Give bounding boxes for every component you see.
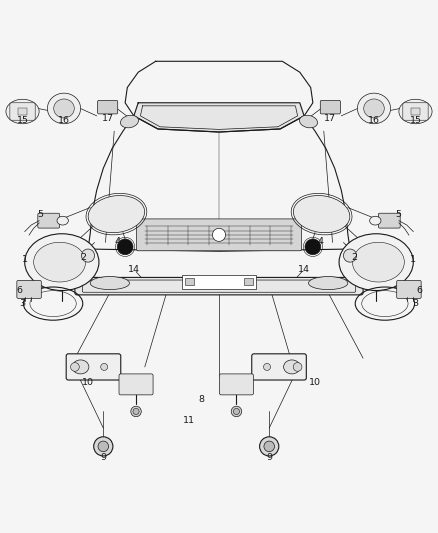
Text: 4: 4 (115, 237, 121, 246)
Circle shape (117, 239, 133, 255)
Circle shape (212, 228, 226, 241)
Circle shape (293, 362, 302, 372)
FancyBboxPatch shape (75, 277, 363, 295)
Ellipse shape (54, 99, 74, 118)
Text: 17: 17 (102, 114, 114, 123)
Ellipse shape (120, 115, 138, 128)
Circle shape (231, 406, 242, 417)
Text: 10: 10 (309, 378, 321, 387)
Text: 9: 9 (100, 453, 106, 462)
Text: 10: 10 (82, 378, 94, 387)
Ellipse shape (399, 99, 432, 124)
Ellipse shape (308, 277, 348, 289)
Bar (185, 278, 194, 285)
Text: 6: 6 (416, 286, 422, 295)
FancyBboxPatch shape (17, 280, 41, 298)
Circle shape (98, 441, 109, 451)
Text: 15: 15 (410, 116, 421, 125)
Ellipse shape (353, 243, 404, 282)
Ellipse shape (47, 93, 81, 124)
Text: 3: 3 (413, 299, 419, 308)
Text: 2: 2 (81, 253, 87, 262)
Bar (411, 108, 420, 115)
FancyBboxPatch shape (66, 354, 121, 380)
Text: 4: 4 (317, 237, 323, 246)
Circle shape (260, 437, 279, 456)
Ellipse shape (357, 93, 391, 124)
Text: 2: 2 (351, 253, 357, 262)
Text: 15: 15 (17, 116, 28, 125)
Ellipse shape (34, 243, 85, 282)
Text: 6: 6 (16, 286, 22, 295)
Text: 5: 5 (395, 209, 401, 219)
Ellipse shape (364, 99, 384, 118)
FancyBboxPatch shape (403, 103, 428, 120)
Circle shape (81, 249, 95, 262)
Text: 16: 16 (368, 116, 380, 125)
Circle shape (233, 408, 240, 415)
Text: 1: 1 (22, 255, 28, 264)
Circle shape (101, 364, 108, 370)
Circle shape (264, 441, 275, 451)
FancyBboxPatch shape (219, 374, 254, 395)
FancyBboxPatch shape (397, 280, 421, 298)
Polygon shape (134, 103, 304, 132)
Text: 9: 9 (266, 453, 272, 462)
Text: 11: 11 (183, 416, 194, 425)
Ellipse shape (90, 277, 130, 289)
Text: 1: 1 (410, 255, 416, 264)
Ellipse shape (88, 196, 145, 233)
Circle shape (264, 364, 271, 370)
Ellipse shape (57, 216, 68, 225)
Ellipse shape (370, 216, 381, 225)
Ellipse shape (25, 234, 99, 290)
FancyBboxPatch shape (252, 354, 306, 380)
FancyBboxPatch shape (320, 100, 340, 114)
Text: 5: 5 (37, 209, 43, 219)
FancyBboxPatch shape (98, 100, 118, 114)
Ellipse shape (72, 360, 89, 374)
Circle shape (94, 437, 113, 456)
Text: 8: 8 (198, 395, 205, 404)
FancyBboxPatch shape (119, 374, 153, 395)
FancyBboxPatch shape (137, 219, 301, 251)
Text: 14: 14 (298, 265, 310, 274)
Circle shape (343, 249, 357, 262)
Circle shape (71, 362, 79, 372)
Ellipse shape (300, 115, 318, 128)
Circle shape (131, 406, 141, 417)
Text: 17: 17 (324, 114, 336, 123)
Bar (18, 108, 27, 115)
FancyBboxPatch shape (38, 213, 60, 228)
Circle shape (305, 239, 321, 255)
Ellipse shape (293, 196, 350, 233)
Ellipse shape (284, 360, 300, 374)
Text: 14: 14 (128, 265, 140, 274)
Text: 3: 3 (19, 299, 25, 308)
Ellipse shape (6, 99, 39, 124)
Bar (182, 275, 256, 289)
Text: 16: 16 (58, 116, 70, 125)
FancyBboxPatch shape (378, 213, 400, 228)
Circle shape (133, 408, 139, 415)
Bar (244, 278, 253, 285)
FancyBboxPatch shape (10, 103, 35, 120)
Ellipse shape (339, 234, 413, 290)
